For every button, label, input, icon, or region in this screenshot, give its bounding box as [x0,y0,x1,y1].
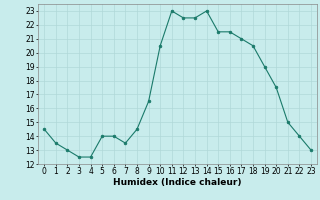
X-axis label: Humidex (Indice chaleur): Humidex (Indice chaleur) [113,178,242,187]
